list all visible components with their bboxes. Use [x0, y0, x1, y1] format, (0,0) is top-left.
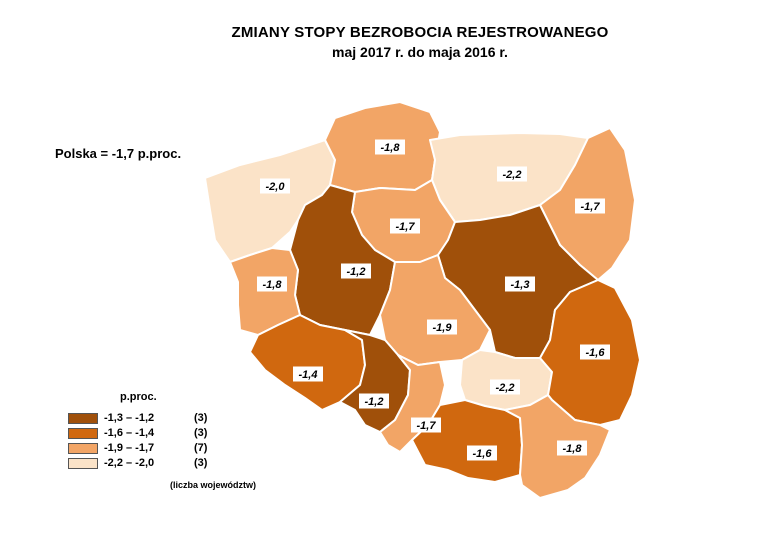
label-box — [260, 178, 290, 194]
legend-swatch — [68, 457, 98, 469]
map-title: ZMIANY STOPY BEZROBOCIA REJESTROWANEGO — [231, 24, 609, 41]
region-value: -2,2 — [503, 169, 522, 181]
label-box — [580, 344, 610, 360]
legend: p.proc. -1,3 – -1,2 (3) -1,6 – -1,4 (3) … — [68, 391, 207, 471]
region-value: -1,6 — [586, 347, 606, 359]
label-box — [375, 139, 405, 155]
legend-item: -1,9 – -1,7 (7) — [68, 441, 207, 455]
label-box — [557, 440, 587, 456]
map-subtitle: maj 2017 r. do maja 2016 r. — [332, 44, 508, 60]
legend-range: -1,3 – -1,2 — [104, 412, 155, 424]
region-slaskie[interactable] — [379, 354, 446, 453]
label-box — [359, 393, 389, 409]
region-value: -1,8 — [263, 279, 283, 291]
legend-count: (7) — [194, 442, 208, 454]
region-value: -2,2 — [496, 382, 515, 394]
label-box — [293, 366, 323, 382]
legend-range: -1,6 – -1,4 — [104, 427, 155, 439]
legend-note: (liczba województw) — [170, 480, 257, 490]
label-box — [341, 263, 371, 279]
region-value-label: -1,7 — [390, 218, 420, 234]
region-value: -1,3 — [511, 279, 530, 291]
region-value-label: -1,6 — [467, 445, 497, 461]
label-box — [427, 319, 457, 335]
region-value-label: -1,2 — [341, 263, 371, 279]
region-value-label: -2,0 — [260, 178, 290, 194]
legend-range: -1,9 – -1,7 — [104, 442, 155, 454]
region-value-label: -1,8 — [557, 440, 587, 456]
region-value-label: -1,7 — [411, 417, 441, 433]
region-value: -1,2 — [347, 266, 366, 278]
legend-range: -2,2 – -2,0 — [104, 457, 155, 469]
region-value: -1,7 — [581, 201, 601, 213]
legend-count: (3) — [194, 457, 208, 469]
region-value-label: -1,2 — [359, 393, 389, 409]
region-value: -1,9 — [433, 322, 453, 334]
region-value-label: -1,6 — [580, 344, 610, 360]
label-box — [575, 198, 605, 214]
label-box — [390, 218, 420, 234]
region-value-label: -2,2 — [497, 166, 527, 182]
label-box — [505, 276, 535, 292]
region-value-label: -1,9 — [427, 319, 457, 335]
region-value-label: -1,3 — [505, 276, 535, 292]
legend-swatch — [68, 412, 98, 424]
region-value-label: -2,2 — [490, 379, 520, 395]
legend-title: p.proc. — [120, 391, 157, 403]
label-box — [467, 445, 497, 461]
region-value-label: -1,4 — [293, 366, 323, 382]
legend-count: (3) — [194, 427, 208, 439]
legend-swatch — [68, 427, 98, 439]
region-value: -1,6 — [473, 448, 493, 460]
legend-item: -2,2 – -2,0 (3) — [68, 456, 207, 470]
national-average: Polska = -1,7 p.proc. — [55, 146, 182, 161]
legend-swatch — [68, 442, 98, 454]
legend-count: (3) — [194, 412, 208, 424]
region-value: -1,8 — [381, 142, 401, 154]
region-value: -1,4 — [299, 369, 318, 381]
region-value: -1,7 — [417, 420, 437, 432]
label-box — [411, 417, 441, 433]
region-value-label: -1,7 — [575, 198, 605, 214]
region-value: -1,7 — [396, 221, 416, 233]
region-value: -1,2 — [365, 396, 384, 408]
region-value: -2,0 — [266, 181, 286, 193]
legend-item: -1,3 – -1,2 (3) — [68, 411, 207, 425]
label-box — [497, 166, 527, 182]
label-box — [257, 276, 287, 292]
region-value-label: -1,8 — [257, 276, 287, 292]
label-box — [490, 379, 520, 395]
region-value: -1,8 — [563, 443, 583, 455]
legend-item: -1,6 – -1,4 (3) — [68, 426, 207, 440]
region-value-label: -1,8 — [375, 139, 405, 155]
